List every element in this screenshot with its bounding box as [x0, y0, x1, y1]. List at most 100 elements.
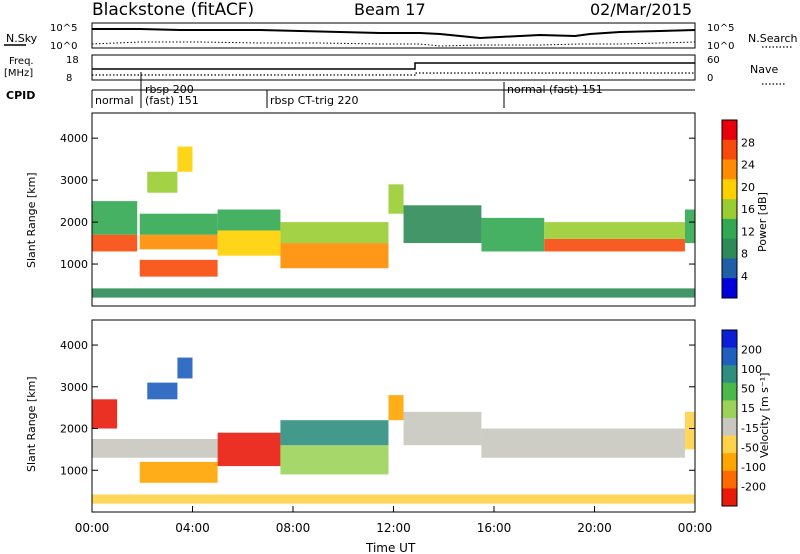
power-colorbar-tick-5: 8 — [741, 248, 748, 261]
velocity-band-5 — [217, 432, 281, 467]
nave-tick-bottom: 0 — [707, 73, 713, 84]
power-colorbar-swatch-7 — [722, 258, 737, 279]
power-band-1 — [92, 201, 138, 235]
power-ytick-label-3: 1000 — [60, 258, 88, 271]
freq-tick-top: 18 — [66, 55, 79, 66]
freq-trace — [92, 62, 695, 70]
power-band-12 — [403, 205, 482, 244]
freq-label-2: [MHz] — [4, 68, 33, 79]
time-axis: 00:00 04:00 08:00 12:00 16:00 20:00 00:00 — [75, 506, 713, 535]
power-band-11 — [388, 184, 404, 214]
cpid-seg-2: rbsp CT-trig 220 — [270, 94, 358, 107]
xtick-label-0: 00:00 — [75, 521, 110, 535]
power-colorbar: 28 24 20 16 12 8 4 — [721, 119, 755, 299]
nsky-tick-top: 10^5 — [50, 23, 77, 34]
velocity-band-9 — [403, 411, 482, 446]
power-band-4 — [139, 213, 218, 235]
power-band-10 — [280, 222, 389, 244]
velocity-bands — [92, 357, 695, 504]
nave-label: Nave — [750, 63, 778, 76]
power-band-15 — [544, 222, 685, 239]
cpid-panel: CPID normal rbsp 200 (fast) 151 rbsp CT-… — [6, 72, 695, 108]
velocity-colorbar-tick-5: -50 — [741, 441, 759, 454]
power-colorbar-swatch-6 — [722, 238, 737, 259]
velocity-ylabel: Slant Range [km] — [25, 376, 38, 472]
nsky-label: N.Sky — [6, 32, 38, 45]
nsearch-label: N.Search — [748, 32, 798, 45]
velocity-colorbar-tick-1: 100 — [741, 363, 762, 376]
velocity-colorbar-tick-2: 50 — [741, 383, 755, 396]
power-band-6 — [177, 146, 193, 172]
velocity-colorbar-swatch-3 — [722, 382, 737, 401]
xtick-label-2: 08:00 — [276, 521, 311, 535]
power-ytick-label-0: 4000 — [60, 132, 88, 145]
power-colorbar-swatch-0 — [722, 120, 737, 141]
nsky-tick-bottom: 10^0 — [50, 41, 77, 52]
nsearch-tick-bottom: 10^0 — [707, 41, 734, 52]
cpid-seg-1: rbsp 200 — [145, 83, 194, 96]
xtick-label-6: 00:00 — [678, 521, 713, 535]
cpid-label: CPID — [6, 89, 35, 102]
power-band-5 — [147, 171, 178, 193]
xtick-label-1: 04:00 — [175, 521, 210, 535]
freq-frame — [91, 54, 696, 81]
power-colorbar-tick-6: 4 — [741, 270, 748, 283]
velocity-colorbar-tick-3: 15 — [741, 402, 755, 415]
nsky-panel: N.Sky 10^5 10^0 10^5 10^0 N.Search — [4, 22, 798, 52]
velocity-colorbar-swatch-5 — [722, 418, 737, 437]
power-bands — [92, 146, 695, 298]
power-band-9 — [280, 243, 389, 269]
xtick-label-3: 12:00 — [376, 521, 411, 535]
cpid-seg-0: normal — [95, 94, 134, 107]
velocity-y-axis: 4000 3000 2000 1000 — [60, 339, 695, 477]
power-ylabel: Slant Range [km] — [25, 172, 38, 268]
freq-panel: Freq. [MHz] 18 8 60 0 Nave — [4, 54, 786, 85]
velocity-band-2 — [139, 461, 218, 483]
power-band-0 — [92, 234, 138, 252]
velocity-band-3 — [147, 382, 178, 400]
velocity-colorbar: 200 100 50 15 -15 -50 -100 -200 — [721, 329, 766, 507]
power-band-7 — [217, 230, 281, 256]
velocity-colorbar-swatch-1 — [722, 347, 737, 366]
velocity-band-11 — [684, 411, 695, 450]
date-label: 02/Mar/2015 — [590, 0, 692, 19]
velocity-colorbar-tick-0: 200 — [741, 344, 762, 357]
power-colorbar-swatch-1 — [722, 139, 737, 161]
power-band-17 — [92, 288, 695, 298]
velocity-colorbar-swatch-4 — [722, 400, 737, 419]
power-band-2 — [139, 259, 218, 277]
power-colorbar-label: Power [dB] — [756, 192, 769, 252]
power-colorbar-swatch-4 — [722, 199, 737, 220]
velocity-band-12 — [92, 494, 695, 504]
power-colorbar-tick-0: 28 — [741, 136, 755, 149]
power-frame — [91, 112, 696, 307]
power-colorbar-swatch-8 — [722, 278, 737, 299]
nsky-trace — [92, 28, 696, 40]
velocity-band-1 — [92, 438, 218, 458]
nsearch-trace — [91, 41, 696, 47]
velocity-band-6 — [280, 445, 389, 475]
velocity-panel: 4000 3000 2000 1000 Slant Range [km] — [25, 319, 696, 513]
power-ytick-label-2: 2000 — [60, 216, 88, 229]
freq-label-1: Freq. — [9, 56, 34, 67]
power-y-axis: 4000 3000 2000 1000 — [60, 132, 695, 271]
nave-tick-top: 60 — [707, 55, 720, 66]
freq-tick-bottom: 8 — [66, 73, 72, 84]
power-ytick-label-1: 3000 — [60, 174, 88, 187]
velocity-ytick-label-0: 4000 — [60, 339, 88, 352]
velocity-colorbar-label: Velocity [m s⁻¹] — [758, 373, 771, 458]
power-colorbar-swatch-3 — [722, 179, 737, 200]
velocity-colorbar-frame — [721, 329, 738, 507]
velocity-colorbar-swatch-6 — [722, 435, 737, 454]
power-colorbar-tick-3: 16 — [741, 203, 755, 216]
power-colorbar-swatch-5 — [722, 218, 737, 240]
velocity-band-7 — [280, 420, 389, 446]
power-colorbar-tick-1: 24 — [741, 159, 755, 172]
xtick-label-5: 20:00 — [577, 521, 612, 535]
velocity-band-4 — [177, 357, 193, 379]
power-band-8 — [217, 209, 281, 231]
velocity-band-10 — [481, 428, 685, 458]
cpid-seg-1b: (fast) 151 — [145, 94, 199, 107]
velocity-colorbar-swatch-0 — [722, 330, 737, 349]
